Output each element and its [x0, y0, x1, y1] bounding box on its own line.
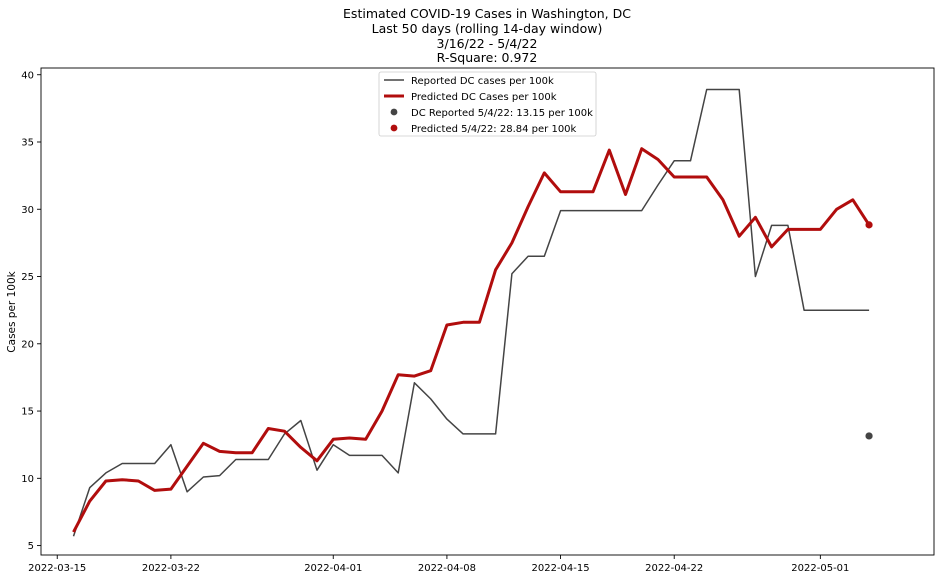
legend-label-predicted: Predicted DC Cases per 100k — [411, 92, 557, 103]
x-tick-label: 2022-04-01 — [304, 563, 362, 574]
legend-label-reported-marker: DC Reported 5/4/22: 13.15 per 100k — [411, 108, 593, 119]
y-tick-label: 30 — [21, 205, 34, 216]
y-tick-label: 35 — [21, 138, 34, 149]
legend: Reported DC cases per 100k Predicted DC … — [378, 71, 597, 137]
y-tick-label: 20 — [21, 339, 34, 350]
y-axis-label: Cases per 100k — [6, 270, 18, 352]
x-tick-label: 2022-04-08 — [418, 563, 476, 574]
chart-title-line4: R-Square: 0.972 — [437, 50, 538, 65]
legend-marker-reported — [390, 108, 398, 116]
y-tick-label: 10 — [21, 474, 34, 485]
x-tick-label: 2022-03-22 — [142, 563, 200, 574]
x-tick-label: 2022-03-15 — [28, 563, 86, 574]
legend-label-reported: Reported DC cases per 100k — [411, 76, 554, 87]
y-tick-label: 15 — [21, 407, 34, 418]
chart-title-line1: Estimated COVID-19 Cases in Washington, … — [343, 6, 631, 21]
legend-box — [378, 71, 597, 137]
y-tick-label: 40 — [21, 70, 34, 81]
chart-title-line2: Last 50 days (rolling 14-day window) — [372, 21, 603, 36]
x-tick-label: 2022-04-15 — [532, 563, 590, 574]
y-tick-label: 5 — [28, 541, 34, 552]
marker-point-predicted — [865, 221, 873, 229]
legend-marker-predicted — [390, 124, 398, 132]
y-tick-label: 25 — [21, 272, 34, 283]
x-tick-label: 2022-05-01 — [791, 563, 849, 574]
marker-point-reported — [865, 432, 873, 440]
chart-title-line3: 3/16/22 - 5/4/22 — [437, 36, 538, 51]
x-tick-label: 2022-04-22 — [645, 563, 703, 574]
series-line-reported — [72, 88, 870, 537]
series-line-predicted — [72, 147, 871, 533]
plot-frame — [40, 67, 935, 556]
legend-label-predicted-marker: Predicted 5/4/22: 28.84 per 100k — [411, 124, 577, 135]
